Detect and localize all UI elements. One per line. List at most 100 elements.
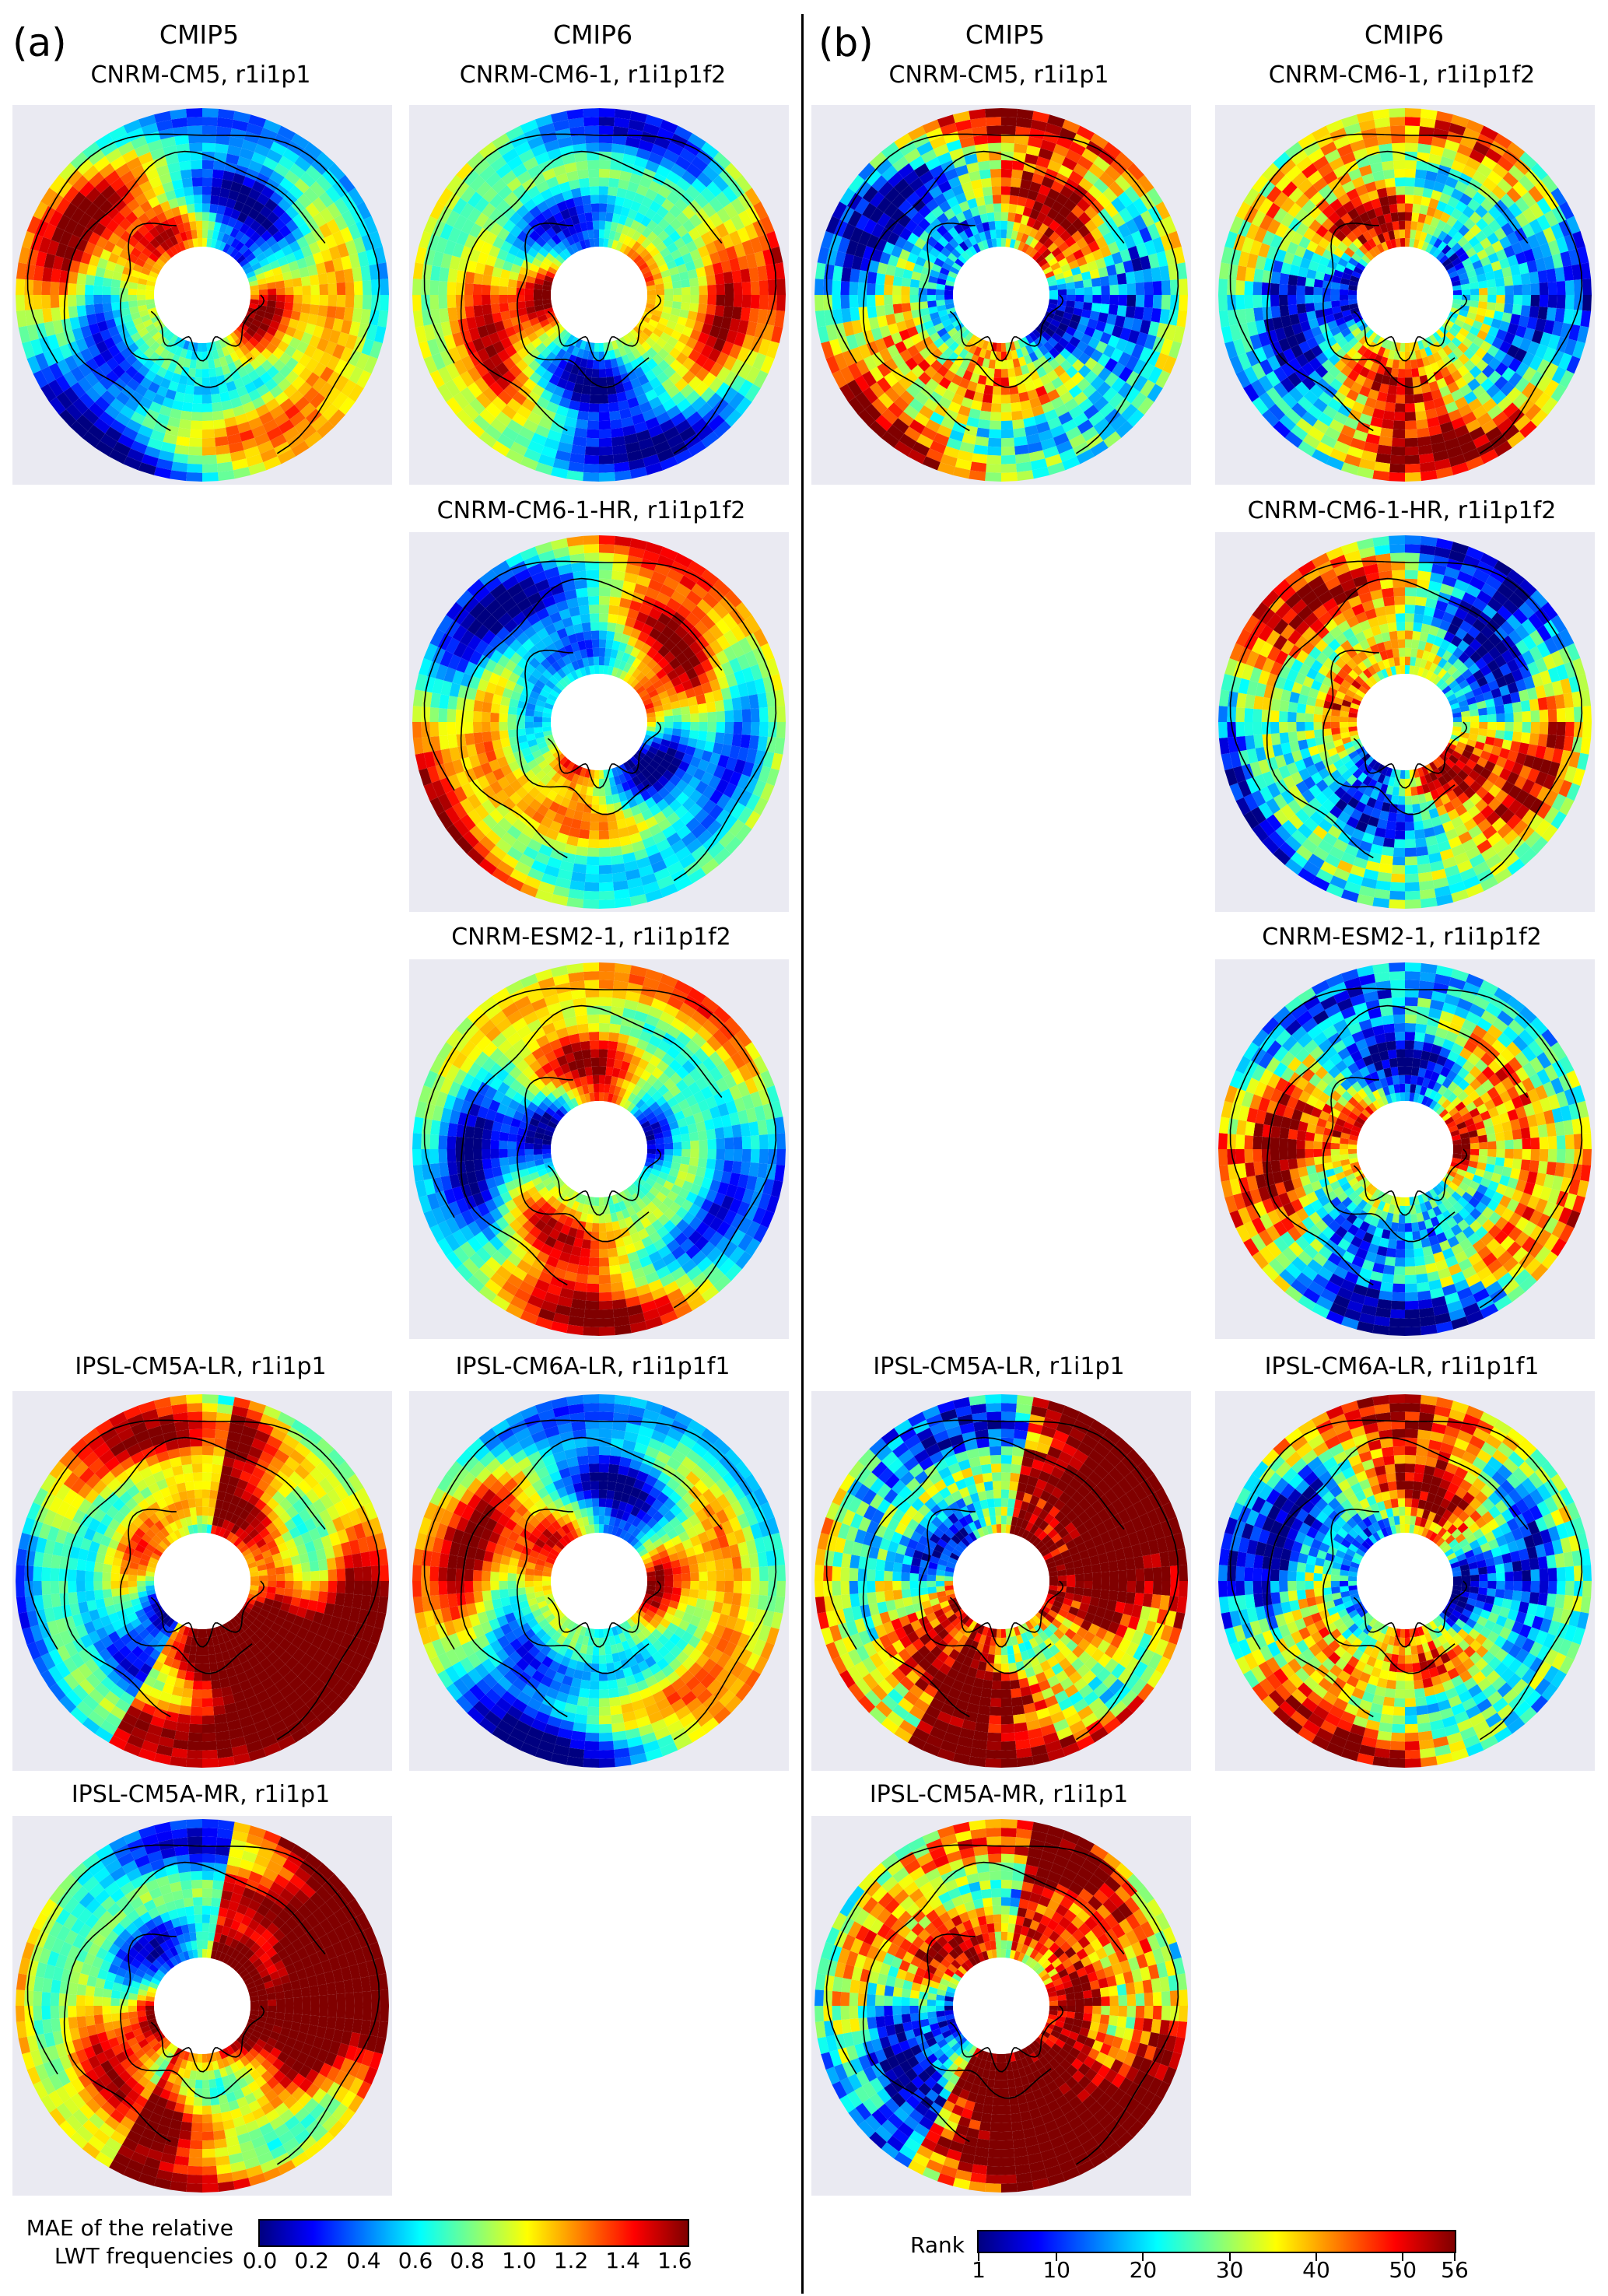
grid-cell (653, 1047, 667, 1060)
grid-cell (605, 1222, 614, 1232)
grid-cell (536, 377, 549, 390)
grid-cell (571, 562, 586, 573)
grid-cell (291, 440, 310, 457)
grid-cell (552, 885, 570, 898)
grid-cell (531, 668, 542, 680)
grid-cell (468, 650, 482, 665)
polar-cap (551, 247, 647, 343)
grid-cell (166, 1534, 175, 1544)
grid-cell (570, 818, 582, 829)
grid-cell (633, 848, 649, 861)
grid-cell (300, 171, 317, 188)
grid-cell (174, 1632, 183, 1643)
grid-cell (159, 1611, 169, 1621)
grid-cell (683, 1288, 702, 1304)
grid-cell (256, 384, 270, 397)
grid-cell (662, 342, 674, 354)
grid-cell (615, 1237, 625, 1248)
grid-cell (706, 304, 716, 316)
grid-cell (540, 1201, 552, 1213)
grid-cell (149, 1627, 160, 1639)
grid-cell (72, 352, 86, 367)
grid-cell (490, 1272, 507, 1288)
grid-cell (663, 753, 674, 764)
grid-cell (581, 1239, 591, 1250)
grid-cell (506, 876, 524, 892)
grid-cell (555, 600, 569, 612)
grid-cell (649, 804, 662, 817)
grid-cell (658, 690, 669, 700)
grid-cell (243, 1601, 254, 1610)
grid-cell (272, 230, 285, 243)
grid-cell (96, 236, 108, 249)
grid-cell (550, 894, 569, 906)
grid-cell (733, 1136, 743, 1149)
grid-cell (548, 373, 561, 386)
grid-cell (580, 613, 590, 624)
grid-cell (319, 352, 333, 367)
grid-cell (277, 256, 289, 267)
grid-cell (156, 119, 173, 131)
grid-cell (681, 597, 697, 612)
grid-cell (556, 1203, 566, 1214)
grid-cell (627, 1063, 638, 1074)
grid-cell (531, 1095, 542, 1107)
grid-cell (320, 366, 335, 383)
grid-cell (254, 365, 267, 377)
grid-cell (688, 640, 702, 655)
grid-cell (649, 332, 660, 343)
grid-cell (202, 142, 215, 152)
grid-cell (248, 1528, 260, 1539)
grid-cell (674, 664, 686, 677)
grid-cell (704, 1118, 715, 1130)
grid-cell (138, 1564, 148, 1572)
grid-cell (547, 429, 562, 442)
grid-cell (522, 1220, 535, 1233)
grid-cell (615, 783, 625, 794)
grid-cell (171, 117, 187, 128)
grid-cell (618, 1033, 630, 1044)
grid-cell (246, 327, 256, 338)
grid-cell (538, 1187, 549, 1197)
grid-cell (622, 380, 633, 392)
grid-cell (513, 683, 524, 694)
grid-cell (646, 785, 658, 797)
grid-cell (657, 348, 670, 360)
grid-cell (248, 1589, 258, 1596)
grid-cell (724, 1149, 734, 1162)
grid-cell (657, 391, 671, 405)
grid-cell (215, 213, 224, 223)
grid-cell (545, 1236, 557, 1248)
grid-cell (517, 598, 532, 612)
grid-cell (627, 1251, 639, 1263)
grid-cell (544, 275, 554, 282)
grid-cell (22, 341, 35, 359)
grid-cell (723, 782, 737, 798)
grid-cell (667, 336, 678, 348)
grid-cell (646, 219, 658, 232)
grid-cell (527, 1245, 541, 1259)
grid-cell (599, 587, 611, 597)
grid-cell (700, 771, 713, 786)
grid-cell (729, 230, 742, 246)
grid-cell (439, 267, 450, 282)
grid-cell (575, 1095, 583, 1106)
grid-cell (582, 657, 590, 668)
grid-cell (662, 1090, 674, 1102)
grid-cell (561, 238, 571, 249)
grid-cell (556, 1085, 566, 1095)
grid-cell (286, 219, 299, 233)
grid-cell (274, 249, 286, 260)
grid-cell (160, 441, 177, 454)
grid-cell (606, 376, 615, 387)
grid-cell (709, 362, 723, 377)
grid-cell (556, 241, 567, 251)
grid-cell (505, 252, 517, 264)
grid-cell (589, 186, 599, 195)
grid-cell (724, 282, 734, 295)
grid-cell (521, 1032, 536, 1046)
grid-cell (152, 331, 163, 342)
grid-cell (627, 824, 639, 836)
grid-cell (583, 108, 599, 117)
grid-cell (51, 226, 65, 244)
